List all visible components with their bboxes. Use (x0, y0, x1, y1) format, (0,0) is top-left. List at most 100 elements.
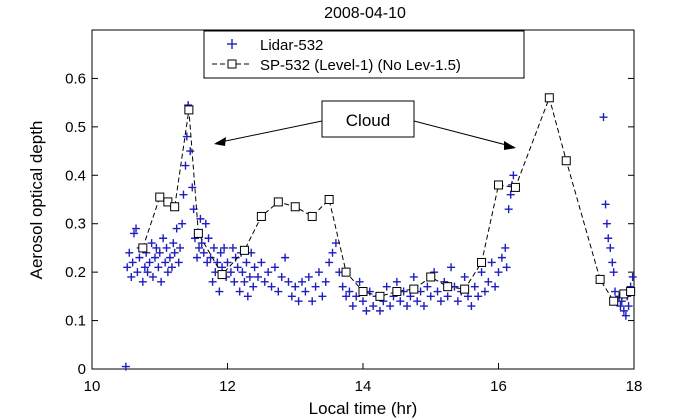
lidar-point (369, 302, 378, 311)
lidar-point (181, 161, 190, 170)
lidar-point (611, 287, 620, 296)
sp-point (256, 211, 266, 221)
sp-point (290, 202, 300, 212)
lidar-point (426, 292, 435, 301)
lidar-point (447, 263, 456, 272)
lidar-point (345, 287, 354, 296)
lidar-point (284, 277, 293, 286)
lidar-point (138, 277, 147, 286)
sp-point (426, 272, 436, 282)
lidar-point (145, 258, 154, 267)
sp-point (609, 296, 619, 306)
lidar-point (318, 292, 327, 301)
lidar-point (342, 292, 351, 301)
sp-point (443, 282, 453, 292)
lidar-point (304, 272, 313, 281)
lidar-point (403, 302, 412, 311)
lidar-point (352, 292, 361, 301)
lidar-point (208, 277, 217, 286)
lidar-point (204, 234, 213, 243)
lidar-point (147, 239, 156, 248)
lidar-point (506, 190, 515, 199)
lidar-point (348, 302, 357, 311)
lidar-point (325, 258, 334, 267)
y-axis-label: Aerosol optical depth (27, 121, 46, 280)
y-tick-label: 0.6 (65, 70, 86, 87)
lidar-point (314, 268, 323, 277)
lidar-point (159, 234, 168, 243)
lidar-point (264, 268, 273, 277)
legend-label-lidar: Lidar-532 (260, 37, 323, 54)
lidar-point (172, 224, 181, 233)
lidar-point (157, 277, 166, 286)
x-axis-label: Local time (hr) (309, 399, 418, 418)
lidar-point (480, 287, 489, 296)
lidar-point (484, 277, 493, 286)
x-tick-label: 10 (84, 378, 101, 395)
lidar-point (182, 132, 191, 141)
lidar-point (228, 243, 237, 252)
lidar-point (243, 292, 252, 301)
sp-point (239, 245, 249, 255)
cloud-annotation: Cloud (214, 100, 516, 150)
lidar-point (216, 248, 225, 257)
lidar-point (624, 302, 633, 311)
lidar-point (355, 277, 364, 286)
series-layer (121, 93, 637, 371)
lidar-point (453, 297, 462, 306)
sp-line (142, 96, 631, 302)
lidar-point (154, 263, 163, 272)
lidar-point (386, 302, 395, 311)
x-tick-label: 12 (219, 378, 236, 395)
annotation-box (321, 100, 415, 138)
lidar-point (277, 272, 286, 281)
sp-point (217, 270, 227, 280)
lidar-point (396, 297, 405, 306)
legend-box (203, 30, 525, 79)
lidar-point (132, 224, 141, 233)
lidar-point (436, 297, 445, 306)
lidar-point (249, 282, 258, 291)
lidar-point (308, 297, 317, 306)
lidar-point (209, 243, 218, 252)
lidar-point (165, 253, 174, 262)
lidar-point (178, 219, 187, 228)
lidar-point (419, 302, 428, 311)
lidar-point (133, 268, 142, 277)
lidar-point (606, 243, 615, 252)
lidar-point (215, 287, 224, 296)
lidar-point (502, 263, 511, 272)
lidar-point (143, 268, 152, 277)
sp-point (460, 284, 470, 294)
lidar-point (155, 248, 164, 257)
lidar-point (223, 258, 232, 267)
chart-title: 2008-04-10 (324, 5, 406, 22)
y-tick: 0.5 (65, 119, 634, 136)
lidar-point (170, 248, 179, 257)
lidar-point (242, 258, 251, 267)
lidar-point (328, 248, 337, 257)
x-tick: 10 (84, 30, 101, 395)
lidar-point (359, 297, 367, 306)
sp-point (510, 182, 520, 192)
lidar-point (321, 277, 330, 286)
lidar-point (260, 277, 269, 286)
lidar-point (130, 229, 139, 238)
lidar-point (382, 282, 391, 291)
lidar-point (628, 272, 637, 281)
lidar-point (609, 268, 618, 277)
sp-point (170, 202, 180, 212)
x-tick-label: 18 (626, 378, 643, 395)
lidar-point (179, 190, 188, 199)
sp-point (184, 105, 194, 115)
lidar-point (338, 282, 347, 291)
lidar-point (619, 306, 628, 315)
lidar-point (487, 258, 496, 267)
lidar-point (291, 282, 300, 291)
lidar-point (220, 243, 229, 252)
lidar-point (281, 253, 290, 262)
lidar-point (467, 302, 476, 311)
annotation-text: Cloud (346, 111, 390, 130)
lidar-point (127, 272, 136, 281)
